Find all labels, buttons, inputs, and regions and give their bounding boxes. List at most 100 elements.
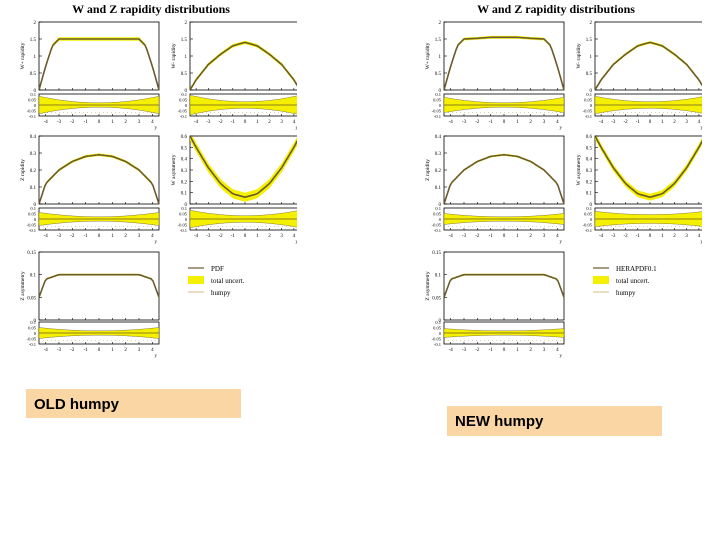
x-axis-label: y [701,126,703,131]
y-tick-label: 0.3 [181,169,188,174]
x-tick-label: -2 [623,120,628,125]
y-tick-label: 1 [185,55,188,60]
x-tick-label: 3 [543,348,546,353]
ratio-tick-label: -0.1 [585,114,592,119]
ratio-tick-label: 0.05 [28,326,37,331]
x-tick-label: -1 [489,120,494,125]
ratio-tick-label: 0 [590,217,593,222]
panel-w-plus: 00.511.52W+ rapidity0.10.050-0.05-0.1-4-… [425,21,565,131]
x-tick-label: 0 [649,120,652,125]
ratio-tick-label: -0.05 [178,109,188,114]
x-tick-label: 4 [151,120,154,125]
ratio-tick-label: -0.05 [27,223,37,228]
figure-svg: 00.511.52W+ rapidity0.10.050-0.05-0.1-4-… [425,21,702,359]
y-tick-label: 1.5 [586,38,593,43]
x-tick-label: -4 [44,120,49,125]
x-tick-label: -1 [231,234,236,239]
x-tick-label: 3 [280,234,283,239]
x-tick-label: -3 [206,120,211,125]
y-tick-label: 0 [185,89,188,94]
central-curve [594,135,702,199]
ratio-tick-label: 0.1 [181,206,187,211]
x-tick-label: 1 [661,234,664,239]
x-tick-label: -3 [206,234,211,239]
legend: HERAPDF0.1 total uncert. humpy [593,265,657,297]
x-tick-label: 0 [98,234,101,239]
x-tick-label: -4 [449,120,454,125]
ratio-tick-label: 0.05 [179,98,188,103]
central-curve [38,153,160,205]
x-tick-label: -2 [70,234,75,239]
x-tick-label: 0 [98,120,101,125]
x-tick-label: 0 [244,120,247,125]
x-tick-label: -4 [449,348,454,353]
ratio-tick-label: 0.1 [586,92,592,97]
x-tick-label: 4 [151,234,154,239]
x-tick-label: -4 [44,348,49,353]
x-tick-label: 1 [256,120,259,125]
ratio-tick-label: 0.05 [584,212,593,217]
x-tick-label: -1 [84,348,89,353]
x-tick-label: 0 [503,120,506,125]
x-tick-label: 4 [151,348,154,353]
x-tick-label: 0 [98,348,101,353]
x-tick-label: -3 [462,348,467,353]
y-tick-label: 0 [590,89,593,94]
y-tick-label: 0.4 [181,158,188,163]
x-axis-label: y [155,126,158,131]
legend-label: total uncert. [211,277,245,285]
central-curve [443,273,565,298]
y-tick-label: 0.5 [586,72,593,77]
ratio-tick-label: 0 [439,331,442,336]
y-tick-label: 0.1 [181,192,188,197]
y-tick-label: 0.5 [181,146,188,151]
figure-old: W and Z rapidity distributions 0 0.5 1 1.5 2… [5,0,297,372]
ratio-tick-label: -0.1 [434,342,441,347]
x-axis-label: y [155,354,158,359]
main-frame [38,251,160,321]
y-tick-label: 0.1 [30,274,37,279]
x-tick-label: -4 [599,120,604,125]
x-tick-label: 3 [543,234,546,239]
y-tick-label: 0.5 [435,72,442,77]
ratio-tick-label: 0.1 [30,320,36,325]
ratio-tick-label: 0 [34,217,37,222]
y-axis-label: W- rapidity [171,43,177,68]
x-axis-label: y [296,240,298,245]
x-tick-label: -2 [623,234,628,239]
legend: PDF total uncert. humpy [188,265,245,297]
x-tick-label: -2 [70,348,75,353]
y-axis-label: Z asymmetry [20,271,26,300]
legend-swatch-band [593,276,609,284]
y-tick-label: 0.5 [586,146,593,151]
y-tick-label: 1.5 [435,38,442,43]
ratio-tick-label: -0.1 [434,228,441,233]
main-frame [443,135,565,205]
y-tick-label: 2 [590,21,593,26]
panel-w-minus: 00.511.52W- rapidity0.10.050-0.05-0.1-4-… [576,21,702,131]
y-tick-label: 1.5 [181,38,188,43]
y-tick-label: 0.4 [435,135,442,140]
y-tick-label: 1 [590,55,593,60]
uncertainty-band [39,37,159,90]
y-tick-label: 0.1 [435,274,442,279]
y-tick-label: 0 [34,203,37,208]
ratio-tick-label: 0 [439,217,442,222]
caption-new-humpy: NEW humpy [447,406,662,436]
panel-z-asym: 00.050.10.15Z asymmetry0.10.050-0.05-0.1… [20,251,160,359]
y-tick-label: 0.1 [435,186,442,191]
y-tick-label: 0.05 [432,296,441,301]
y-axis-label: W asymmetry [576,154,582,185]
y-tick-label: 0.3 [435,152,442,157]
main-frame [189,21,297,91]
x-axis-label: y [560,240,563,245]
x-tick-label: 2 [268,234,271,239]
panel-w-asym: 00.10.20.30.40.50.6W asymmetry0.10.050-0… [171,135,297,245]
x-tick-label: 0 [503,234,506,239]
ratio-tick-label: 0.05 [179,212,188,217]
caption-old-humpy: OLD humpy [26,389,241,418]
x-tick-label: 4 [293,234,296,239]
ratio-tick-label: 0 [34,331,37,336]
central-curve [189,41,297,91]
legend-label: humpy [616,289,636,297]
